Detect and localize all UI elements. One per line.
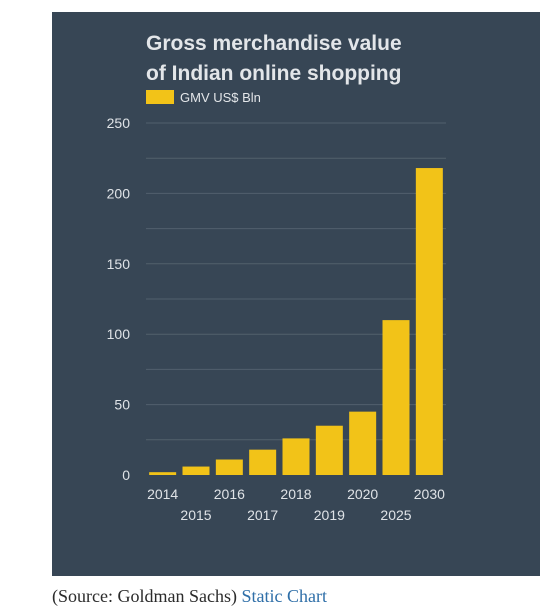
y-tick-label: 150 — [107, 256, 131, 272]
legend-label: GMV US$ Bln — [180, 90, 261, 105]
chart-title-line-2: of Indian online shopping — [146, 62, 401, 85]
legend-swatch — [146, 90, 174, 104]
x-tick-label: 2017 — [247, 507, 278, 523]
chart-panel: Gross merchandise value of Indian online… — [52, 12, 540, 576]
x-tick-label: 2020 — [347, 486, 378, 502]
bar-2030 — [415, 168, 443, 475]
source-text: (Source: Goldman Sachs) — [52, 586, 237, 606]
y-tick-label: 200 — [107, 185, 131, 201]
x-tick-label: 2014 — [147, 486, 178, 502]
y-tick-label: 50 — [114, 397, 130, 413]
y-tick-label: 250 — [107, 115, 131, 131]
bar-2019 — [315, 425, 343, 475]
y-tick-label: 100 — [107, 326, 131, 342]
bar-2015 — [182, 466, 210, 475]
y-axis-ticks: 0 50 100 150 200 250 — [107, 115, 131, 483]
bar-2025 — [382, 320, 410, 475]
grid-lines — [146, 122, 446, 441]
x-tick-label: 2015 — [180, 507, 211, 523]
bar-2020 — [349, 411, 377, 475]
x-tick-label: 2019 — [314, 507, 345, 523]
x-tick-label: 2025 — [380, 507, 411, 523]
chart-svg: Gross merchandise value of Indian online… — [107, 32, 446, 523]
y-tick-label: 0 — [122, 467, 130, 483]
source-caption: (Source: Goldman Sachs) Static Chart — [52, 586, 327, 607]
static-chart-link[interactable]: Static Chart — [241, 586, 327, 606]
x-tick-label: 2018 — [280, 486, 311, 502]
bars — [149, 168, 443, 475]
x-tick-label: 2016 — [214, 486, 245, 502]
bar-2017 — [249, 449, 277, 475]
bar-2018 — [282, 438, 310, 475]
bar-2016 — [215, 459, 243, 475]
chart-title-line-1: Gross merchandise value — [146, 32, 402, 55]
x-tick-label: 2030 — [414, 486, 445, 502]
bar-2014 — [149, 472, 177, 475]
